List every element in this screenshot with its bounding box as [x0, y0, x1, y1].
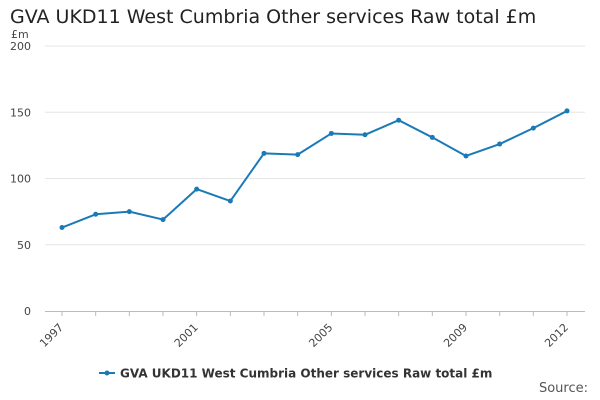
data-point[interactable] — [160, 217, 166, 223]
data-point[interactable] — [429, 134, 435, 140]
data-point[interactable] — [227, 198, 233, 204]
legend-label[interactable]: GVA UKD11 West Cumbria Other services Ra… — [120, 367, 492, 381]
chart-title: GVA UKD11 West Cumbria Other services Ra… — [10, 6, 537, 28]
y-axis-label: £m — [11, 28, 29, 41]
x-tick-label: 2001 — [172, 321, 201, 350]
data-point[interactable] — [530, 125, 536, 131]
x-tick-label: 2012 — [542, 321, 571, 350]
y-tick-label: 150 — [10, 106, 31, 119]
data-point[interactable] — [497, 141, 503, 147]
data-point[interactable] — [261, 150, 267, 156]
y-tick-label: 0 — [24, 305, 31, 318]
grid-lines — [45, 45, 585, 246]
axes: 0 50 100 150 200£m 1997 2001 2005 2009 2012 — [10, 28, 585, 350]
data-point[interactable] — [396, 117, 402, 123]
legend[interactable]: GVA UKD11 West Cumbria Other services Ra… — [99, 367, 492, 381]
data-point[interactable] — [194, 186, 200, 192]
y-tick-label: 100 — [10, 173, 31, 186]
data-point[interactable] — [126, 209, 132, 215]
x-tick-label: 2009 — [441, 321, 470, 350]
y-tick-label: 200 — [10, 40, 31, 53]
y-tick-label: 50 — [17, 239, 31, 252]
data-point[interactable] — [362, 132, 368, 138]
x-tick-label: 1997 — [37, 321, 66, 350]
data-point[interactable] — [93, 211, 99, 217]
data-point[interactable] — [463, 153, 469, 159]
series-layer — [59, 108, 570, 231]
data-point[interactable] — [59, 225, 65, 231]
source-label[interactable]: Source: — [538, 381, 588, 396]
data-point[interactable] — [564, 108, 570, 114]
x-tick-label: 2005 — [306, 321, 335, 350]
data-point[interactable] — [295, 152, 301, 158]
legend-marker — [104, 370, 110, 376]
series-line — [61, 110, 568, 229]
data-point[interactable] — [328, 130, 334, 136]
